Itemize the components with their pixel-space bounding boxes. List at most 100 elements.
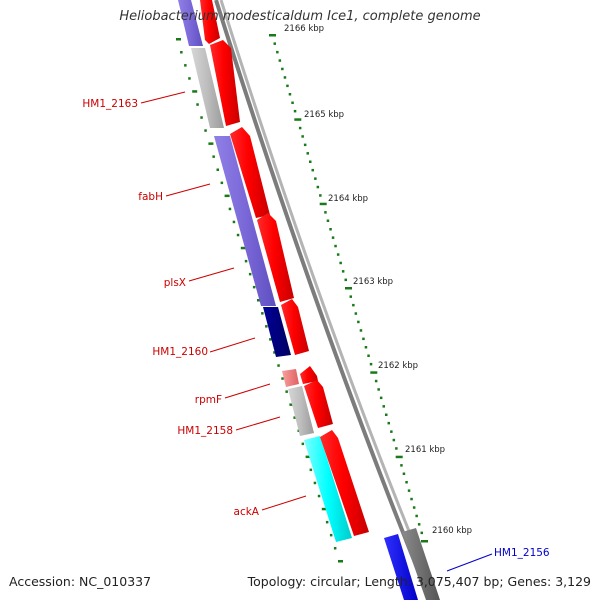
gene-label-hm1-2160: HM1_2160 (152, 346, 208, 358)
ruler-minor-tick (385, 413, 388, 416)
ruler-minor-tick (291, 101, 294, 104)
backbone-outer-line (214, 0, 432, 600)
inner-track-dot (252, 285, 256, 289)
inner-track-dot (305, 455, 311, 459)
gene-block-rpmf (282, 369, 299, 387)
ruler-minor-tick (367, 354, 370, 357)
inner-track-dot (248, 272, 252, 276)
ruler-major-tick (345, 287, 352, 290)
gene-label-hm1-2163: HM1_2163 (82, 98, 138, 110)
ruler-minor-tick (319, 194, 322, 197)
inner-track-dot (333, 547, 337, 550)
ruler-minor-tick (362, 337, 365, 341)
ruler-label-2163: 2163 kbp (353, 277, 393, 287)
ruler-minor-tick (324, 211, 327, 214)
ruler-minor-tick (314, 177, 317, 180)
cds-arrow-7 (304, 380, 333, 428)
ruler-major-tick (395, 455, 403, 459)
ruler-minor-tick (281, 67, 284, 71)
gene-label-hm1-2156: HM1_2156 (494, 547, 550, 559)
ruler-minor-tick (352, 303, 355, 307)
ruler-minor-tick (417, 523, 421, 526)
gene-label-plsx: plsX (164, 277, 186, 289)
ruler-minor-tick (283, 76, 287, 79)
inner-track-dot (184, 64, 187, 67)
inner-track-dot (261, 312, 264, 315)
gene-label-hm1-2158: HM1_2158 (177, 425, 233, 437)
gene-block-hm1-2158 (288, 386, 314, 436)
gene-block-acka (304, 436, 352, 542)
ruler-minor-tick (306, 152, 309, 155)
inner-track-dot (285, 390, 288, 393)
cds-arrow-5 (281, 299, 309, 355)
ruler-minor-tick (298, 126, 302, 130)
gene-label-rpmf: rpmF (195, 394, 222, 406)
gene-block-purple-top (178, 0, 203, 46)
leader-line-hm1-2156 (446, 553, 493, 572)
ruler-minor-tick (309, 160, 312, 163)
ruler-label-2165: 2165 kbp (304, 110, 344, 120)
ruler-minor-tick (331, 236, 335, 239)
gene-block-gray-bottom (402, 528, 440, 600)
ruler-minor-tick (377, 388, 380, 391)
inner-track-dot (188, 77, 191, 80)
ruler-minor-tick (420, 531, 423, 535)
inner-track-dot (269, 338, 272, 341)
inner-track-dot (265, 325, 268, 328)
ruler-minor-tick (387, 421, 390, 425)
inner-track-dot (313, 481, 317, 485)
ruler-minor-tick (336, 253, 340, 256)
inner-track-dot (192, 90, 198, 93)
ruler-minor-tick (339, 261, 342, 265)
ruler-minor-tick (390, 430, 393, 433)
leader-lines (140, 91, 493, 572)
forward-strand-track (200, 0, 440, 600)
leader-line-acka (261, 495, 307, 511)
ruler-minor-tick (364, 346, 368, 349)
inner-track-dot (317, 494, 321, 498)
ruler-minor-tick (293, 109, 297, 113)
inner-track-dot (329, 533, 333, 537)
inner-track-dot (281, 377, 284, 380)
ruler-minor-tick (379, 396, 383, 400)
inner-track-dot (208, 142, 214, 145)
inner-track-dot (200, 116, 203, 119)
inner-track-dot (244, 259, 248, 263)
ruler-minor-tick (402, 472, 406, 475)
ruler-minor-tick (288, 93, 292, 96)
gene-block-fabh (214, 136, 276, 306)
ruler-major-tick (370, 371, 378, 374)
cds-arrow-8 (320, 430, 369, 536)
leader-line-rpmf (224, 383, 271, 399)
gene-label-acka: ackA (234, 506, 260, 518)
ruler-major-tick (319, 202, 327, 206)
gene-block-hm1-2160 (263, 307, 291, 357)
inner-track-dot (220, 181, 224, 185)
gene-label-fabh: fabH (138, 191, 163, 203)
inner-track-dot (196, 103, 199, 106)
ruler-minor-tick (410, 497, 413, 501)
reverse-strand-track (178, 0, 418, 600)
inner-track-dot (204, 129, 207, 132)
inner-track-dot (176, 38, 181, 41)
inner-track-dot (212, 155, 215, 158)
inner-track-dot (325, 520, 329, 524)
inner-track-dot (236, 233, 240, 237)
leader-line-hm1-2158 (235, 416, 281, 431)
gene-labels: HM1_2163 fabH plsX HM1_2160 rpmF HM1_215… (82, 98, 550, 559)
ruler-tick-track (269, 34, 428, 543)
ruler-minor-tick (405, 481, 408, 484)
inner-track-dot (309, 468, 313, 472)
ruler-minor-tick (326, 219, 330, 222)
ruler-label-2161: 2161 kbp (405, 445, 445, 455)
ruler-minor-tick (341, 270, 345, 273)
gene-block-hm1-2156 (384, 534, 418, 600)
ruler-major-tick (294, 118, 302, 121)
ruler-minor-tick (407, 489, 411, 492)
ruler-minor-tick (301, 135, 304, 138)
inner-track-dot (338, 560, 343, 563)
inner-track-dot (216, 168, 219, 171)
cds-arrow-3 (230, 127, 270, 218)
ruler-major-tick (269, 34, 276, 37)
ruler-minor-tick (334, 244, 337, 248)
